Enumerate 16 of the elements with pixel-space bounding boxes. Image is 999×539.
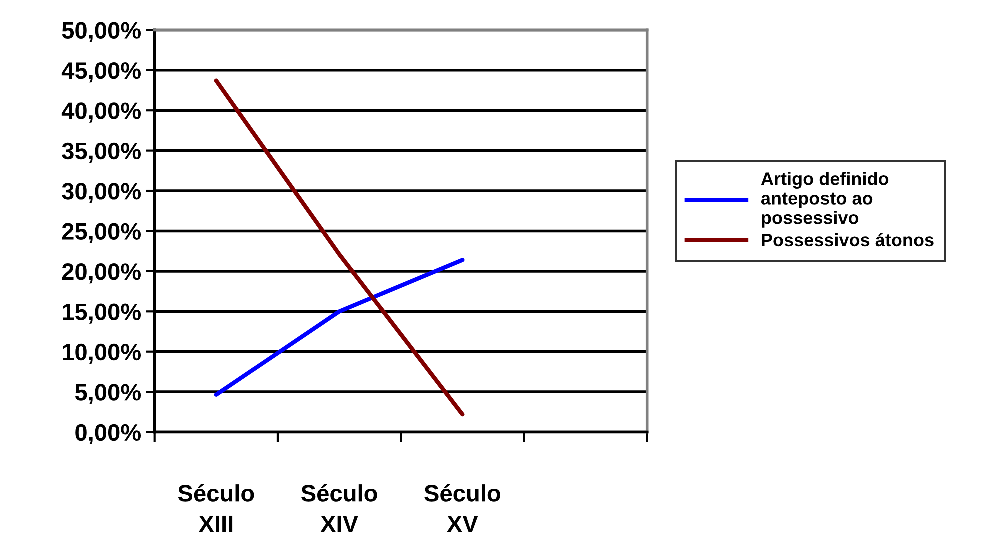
y-tick-label: 15,00% xyxy=(63,304,142,324)
y-tick-label: 25,00% xyxy=(62,223,142,244)
legend-label: Possessivos átonos xyxy=(762,233,934,247)
y-tick-label: 45,00% xyxy=(62,62,142,83)
x-tick-label: Século XIV xyxy=(302,484,378,532)
y-tick-label: 35,00% xyxy=(62,142,142,164)
x-tick-label: Século XV xyxy=(424,484,500,532)
y-tick-label: 40,00% xyxy=(62,102,142,123)
x-tick-label: Século XIII xyxy=(178,484,254,532)
y-tick-label: 0,00% xyxy=(76,424,142,444)
y-tick-label: 10,00% xyxy=(63,344,142,364)
legend-label: Artigo definido anteposto ao possessivo xyxy=(761,172,889,228)
y-tick-label: 30,00% xyxy=(62,183,142,204)
y-tick-label: 20,00% xyxy=(62,264,142,284)
y-tick-label: 5,00% xyxy=(75,384,142,404)
y-tick-label: 50,00% xyxy=(62,22,142,42)
